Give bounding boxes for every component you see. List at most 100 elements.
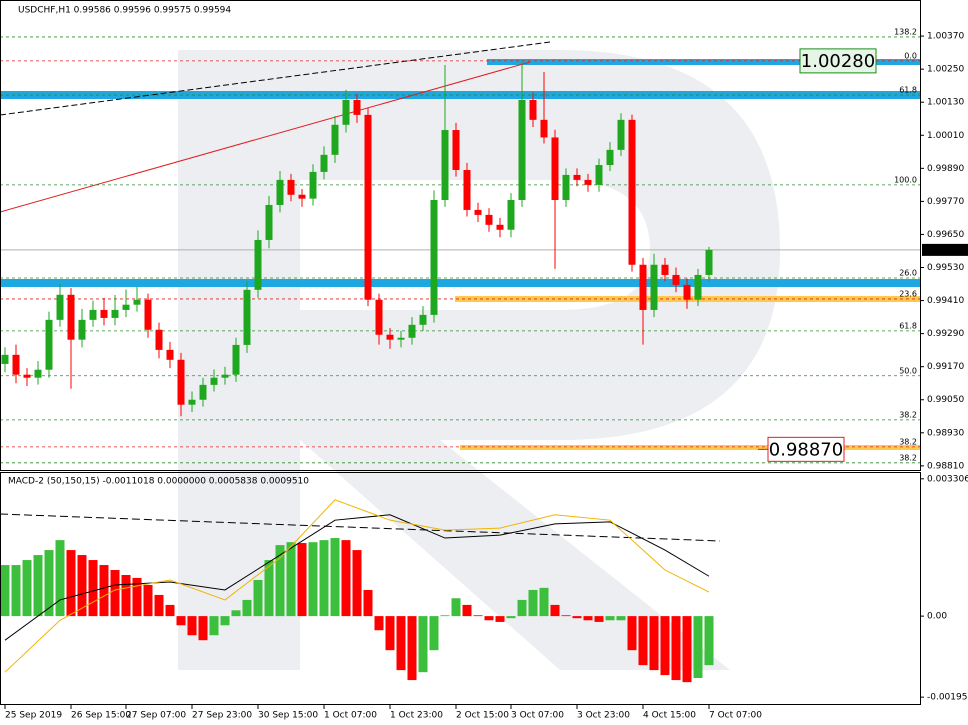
x-tick-label: 1 Oct 23:00 [390, 711, 443, 721]
candle-body [650, 264, 658, 310]
candle-body [419, 314, 427, 325]
zone-band [460, 445, 920, 450]
x-tick-label: 25 Sep 2019 [5, 711, 62, 721]
candle-body [254, 239, 262, 290]
histogram-bar [275, 545, 285, 617]
y-tick-label: 1.00250 [927, 65, 964, 75]
histogram-bar [506, 616, 516, 619]
y-tick-label: 0.99410 [927, 296, 964, 306]
zone-band [487, 59, 920, 65]
zone-band [0, 279, 920, 287]
y-tick-label: 1.00010 [927, 131, 964, 141]
trend-line [0, 61, 531, 213]
histogram-bar [374, 616, 384, 631]
histogram-bar [440, 615, 450, 617]
histogram-bar [165, 604, 175, 617]
candle-body [606, 149, 614, 166]
candle-body [12, 354, 20, 375]
candle-body [375, 299, 383, 335]
y-tick-label: 0.99530 [927, 263, 964, 273]
histogram-bar [0, 565, 10, 617]
candle-body [133, 299, 141, 305]
candle-body [661, 264, 669, 275]
candle-body [518, 100, 526, 201]
y-tick-label: 0.003306 [927, 474, 968, 484]
histogram-bar [33, 555, 43, 617]
candle-body [265, 204, 273, 240]
candle-body [562, 174, 570, 201]
candle-body [397, 337, 405, 340]
candle-body [408, 324, 416, 338]
histogram-bar [264, 560, 274, 617]
histogram-bar [594, 616, 604, 622]
macd-line [4, 499, 710, 673]
y-tick-label: 0.99890 [927, 164, 964, 174]
candle-body [111, 309, 119, 318]
level-label: 23.6 [899, 289, 917, 298]
level-label: 38.2 [899, 437, 917, 446]
histogram-bar [649, 616, 659, 671]
y-tick-label: 0.98810 [927, 461, 964, 471]
histogram-bar [638, 616, 648, 666]
histogram-bar [198, 616, 208, 641]
histogram-bar [209, 616, 219, 636]
candle-body [67, 294, 75, 340]
histogram-bar [352, 550, 362, 617]
candle-body [243, 289, 251, 345]
trend-line [0, 41, 551, 116]
candle-body [573, 174, 581, 180]
macd-title: MACD-2 (50,150,15) -0.0011018 0.0000000 … [8, 477, 309, 487]
histogram-bar [143, 584, 153, 617]
histogram-bar [660, 616, 670, 676]
macd-panel-frame [0, 472, 921, 705]
histogram-bar [242, 599, 252, 617]
candle-body [188, 399, 196, 405]
histogram-bar [462, 604, 472, 617]
candle-body [166, 349, 174, 360]
histogram-bar [363, 589, 373, 617]
histogram-bar [418, 616, 428, 673]
histogram-bar [550, 604, 560, 617]
y-tick-label: 1.00370 [927, 32, 964, 42]
histogram-bar [517, 599, 527, 617]
level-label: 61.8 [899, 321, 917, 330]
level-label: 0.0 [904, 51, 917, 60]
candle-body [298, 194, 306, 199]
level-label: 50.0 [899, 366, 917, 375]
level-label: 38.2 [899, 453, 917, 462]
candle-body [705, 249, 713, 275]
histogram-bar [187, 616, 197, 636]
y-tick-label: 0.99290 [927, 329, 964, 339]
histogram-bar [693, 616, 703, 679]
histogram-bar [110, 570, 120, 617]
y-tick-label: 0.98930 [927, 428, 964, 438]
histogram-bar [176, 616, 186, 626]
candle-body [474, 209, 482, 215]
candle-body [331, 124, 339, 155]
histogram-bar [616, 616, 626, 621]
candle-body [23, 374, 31, 378]
level-label: 100.0 [894, 175, 917, 184]
y-tick-label: 0.00 [927, 612, 947, 622]
current-price-label: 0.99594 [925, 245, 962, 255]
zone-band [0, 91, 920, 99]
x-tick-label: 30 Sep 15:00 [258, 711, 318, 721]
candle-body [628, 119, 636, 265]
histogram-bar [99, 565, 109, 617]
histogram-bar [231, 610, 241, 617]
candle-body [342, 100, 350, 125]
histogram-bar [528, 589, 538, 617]
candle-body [210, 377, 218, 385]
candle-body [441, 130, 449, 201]
histogram-bar [121, 575, 131, 617]
x-tick-label: 3 Oct 07:00 [511, 711, 564, 721]
candle-body [496, 224, 504, 230]
candle-body [529, 100, 537, 120]
histogram-bar [561, 615, 571, 617]
candle-body [199, 384, 207, 400]
histogram-bar [473, 615, 483, 617]
candle-body [595, 165, 603, 185]
candle-body [56, 294, 64, 320]
candle-body [683, 284, 691, 300]
